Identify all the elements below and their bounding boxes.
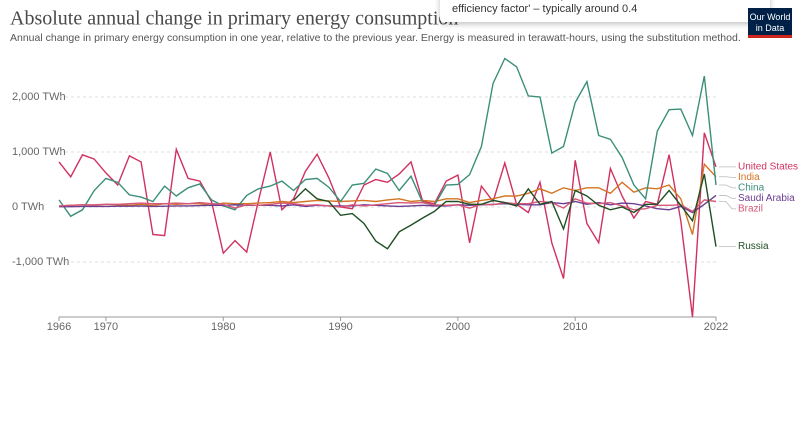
label-leader (719, 184, 736, 189)
x-tick-label: 1970 (94, 321, 118, 333)
label-leader (719, 195, 736, 199)
series-line (59, 194, 717, 214)
chart-subtitle: Annual change in primary energy consumpt… (10, 32, 741, 44)
x-tick-label: 2000 (446, 321, 470, 333)
series-line (58, 57, 717, 218)
chart-title: Absolute annual change in primary energy… (10, 8, 458, 30)
series-label: Saudi Arabia (738, 193, 795, 204)
y-tick-label: -1,000 TWh (12, 256, 69, 268)
x-tick-label: 2010 (563, 321, 587, 333)
series-line (58, 198, 717, 213)
x-tick-label: 1966 (47, 321, 71, 333)
series-label: Brazil (738, 203, 763, 214)
series-label: China (738, 182, 765, 193)
label-leader (719, 176, 736, 178)
series-line (58, 132, 717, 318)
label-leader (719, 201, 736, 210)
tooltip: sources are affected by a standard 'ther… (440, 0, 770, 22)
y-tick-label: 0 TWh (12, 201, 44, 213)
x-tick-label: 1990 (328, 321, 352, 333)
series-label: Russia (738, 241, 769, 252)
series-label: United States (738, 161, 798, 172)
x-tick-label: 1980 (211, 321, 235, 333)
y-tick-label: 1,000 TWh (12, 146, 66, 158)
tooltip-line: sources are affected by a standard 'ther… (452, 0, 758, 2)
series-line (293, 173, 717, 250)
x-tick-label: 2022 (704, 321, 728, 333)
y-tick-label: 2,000 TWh (12, 91, 66, 103)
tooltip-line: efficiency factor' – typically around 0.… (452, 3, 638, 15)
series-label: India (738, 172, 760, 183)
logo[interactable]: Our World in Data (748, 8, 792, 38)
